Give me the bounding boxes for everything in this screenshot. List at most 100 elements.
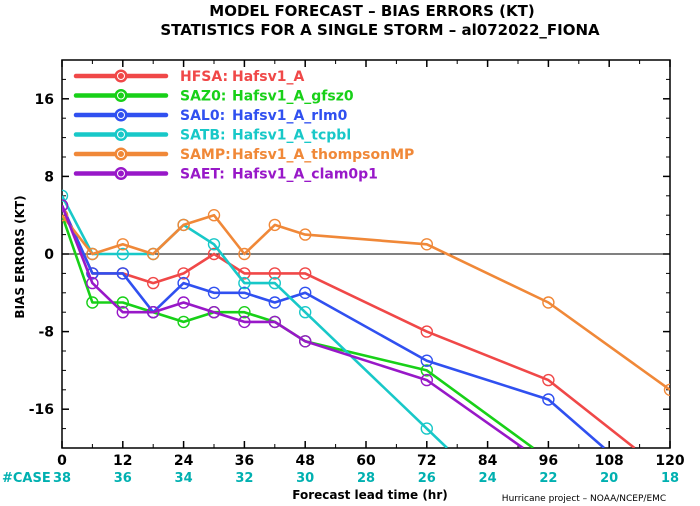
case-count: 30: [296, 471, 314, 486]
data-point: [207, 247, 221, 261]
data-point: [542, 296, 555, 309]
data-point: [238, 247, 251, 261]
data-point: [238, 276, 251, 290]
chart-title: MODEL FORECAST – BIAS ERRORS (KT): [209, 2, 534, 20]
data-point: [177, 315, 190, 329]
case-count: 20: [600, 471, 618, 486]
series-line: [62, 204, 636, 448]
legend-marker-inner: [117, 169, 125, 178]
series-samp: [62, 208, 670, 396]
legend-marker-inner: [117, 72, 125, 80]
case-count: 38: [53, 471, 71, 486]
case-count: 18: [661, 471, 679, 486]
case-count: 28: [357, 471, 375, 486]
series-line: [62, 204, 605, 448]
case-count: 36: [114, 471, 132, 486]
legend-item-satb: SATB: Hafsv1_A_tcpbl: [73, 128, 351, 144]
data-point: [207, 306, 221, 319]
data-point: [207, 208, 221, 222]
data-point: [268, 276, 281, 290]
legend-label: Hafsv1_A: [232, 69, 304, 85]
y-axis-label: BIAS ERRORS (KT): [13, 195, 27, 318]
legend-name: SATB:: [180, 128, 226, 144]
legend-marker: [114, 108, 128, 122]
data-point: [86, 276, 99, 290]
data-point: [238, 306, 251, 319]
legend: HFSA: Hafsv1_A SAZ0: Hafsv1_A_gfsz0 SAL0: Haf…: [73, 69, 414, 183]
x-tick-label: 0: [57, 453, 67, 469]
legend-item-saz0: SAZ0: Hafsv1_A_gfsz0: [73, 89, 354, 105]
legend-label: Hafsv1_A_rlm0: [232, 108, 348, 124]
data-point: [420, 364, 433, 377]
y-tick-label: 16: [35, 92, 54, 108]
data-point: [299, 335, 312, 348]
series-clip-group: [62, 189, 670, 448]
x-tick-label: 24: [174, 453, 194, 469]
data-point: [238, 315, 251, 329]
y-tick-label: 8: [44, 169, 54, 185]
data-point: [299, 228, 312, 241]
data-point: [146, 247, 160, 261]
data-point: [299, 267, 312, 280]
data-point: [146, 306, 160, 319]
data-point: [86, 247, 99, 261]
legend-marker-inner: [117, 150, 125, 158]
case-count: 26: [418, 471, 436, 486]
data-point: [420, 422, 433, 435]
y-tick-label: -16: [29, 402, 54, 418]
data-point: [420, 325, 433, 338]
x-tick-label: 72: [417, 453, 436, 469]
series-line: [62, 214, 534, 448]
data-point: [177, 296, 190, 309]
legend-name: SAZ0:: [180, 89, 226, 105]
series-satb: [62, 189, 448, 448]
x-axis-label: Forecast lead time (hr): [292, 488, 448, 502]
y-tick-label: 0: [44, 247, 54, 263]
data-point: [420, 238, 433, 251]
data-point: [116, 267, 130, 280]
x-axis-ticks: 0 12 24 36 48 60 72 84 96 108 120: [57, 60, 685, 469]
case-count: 24: [479, 471, 497, 486]
legend-name: HFSA:: [180, 69, 228, 85]
data-point: [177, 276, 190, 290]
x-tick-label: 84: [478, 453, 498, 469]
data-point: [116, 296, 130, 309]
y-tick-label: -8: [38, 325, 54, 341]
series-line: [62, 205, 524, 448]
data-point: [177, 218, 190, 232]
data-point: [207, 286, 221, 299]
legend-marker: [114, 69, 128, 83]
x-tick-label: 48: [295, 453, 314, 469]
legend-label: Hafsv1_A_gfsz0: [232, 89, 354, 105]
case-count: 22: [539, 471, 557, 486]
data-point: [420, 354, 433, 367]
data-point: [663, 383, 670, 396]
data-point: [542, 393, 555, 406]
data-point: [62, 189, 69, 202]
data-point: [62, 199, 69, 212]
case-counts: #CASE 38 36 34 32 30 28 26 24 22 20 18: [2, 471, 679, 486]
data-point: [116, 247, 130, 261]
x-tick-label: 120: [655, 453, 684, 469]
legend-name: SAET:: [180, 167, 225, 183]
x-tick-label: 96: [539, 453, 558, 469]
series-line: [62, 195, 448, 448]
data-point: [420, 373, 433, 387]
legend-name: SAMP:: [180, 147, 231, 163]
data-point: [268, 267, 281, 280]
data-point: [542, 373, 555, 387]
legend-marker-inner: [117, 91, 125, 100]
chart-subtitle: STATISTICS FOR A SINGLE STORM – al072022…: [160, 21, 600, 39]
x-tick-label: 12: [113, 453, 132, 469]
data-point: [177, 267, 190, 280]
legend-item-saet: SAET: Hafsv1_A_clam0p1: [73, 167, 378, 183]
case-count: 34: [175, 471, 193, 486]
legend-marker-inner: [117, 111, 125, 119]
data-point: [116, 306, 130, 319]
legend-marker: [114, 89, 128, 102]
x-tick-label: 108: [595, 453, 624, 469]
x-tick-label: 36: [235, 453, 254, 469]
legend-marker: [114, 167, 128, 180]
legend-label: Hafsv1_A_tcpbl: [232, 128, 351, 144]
